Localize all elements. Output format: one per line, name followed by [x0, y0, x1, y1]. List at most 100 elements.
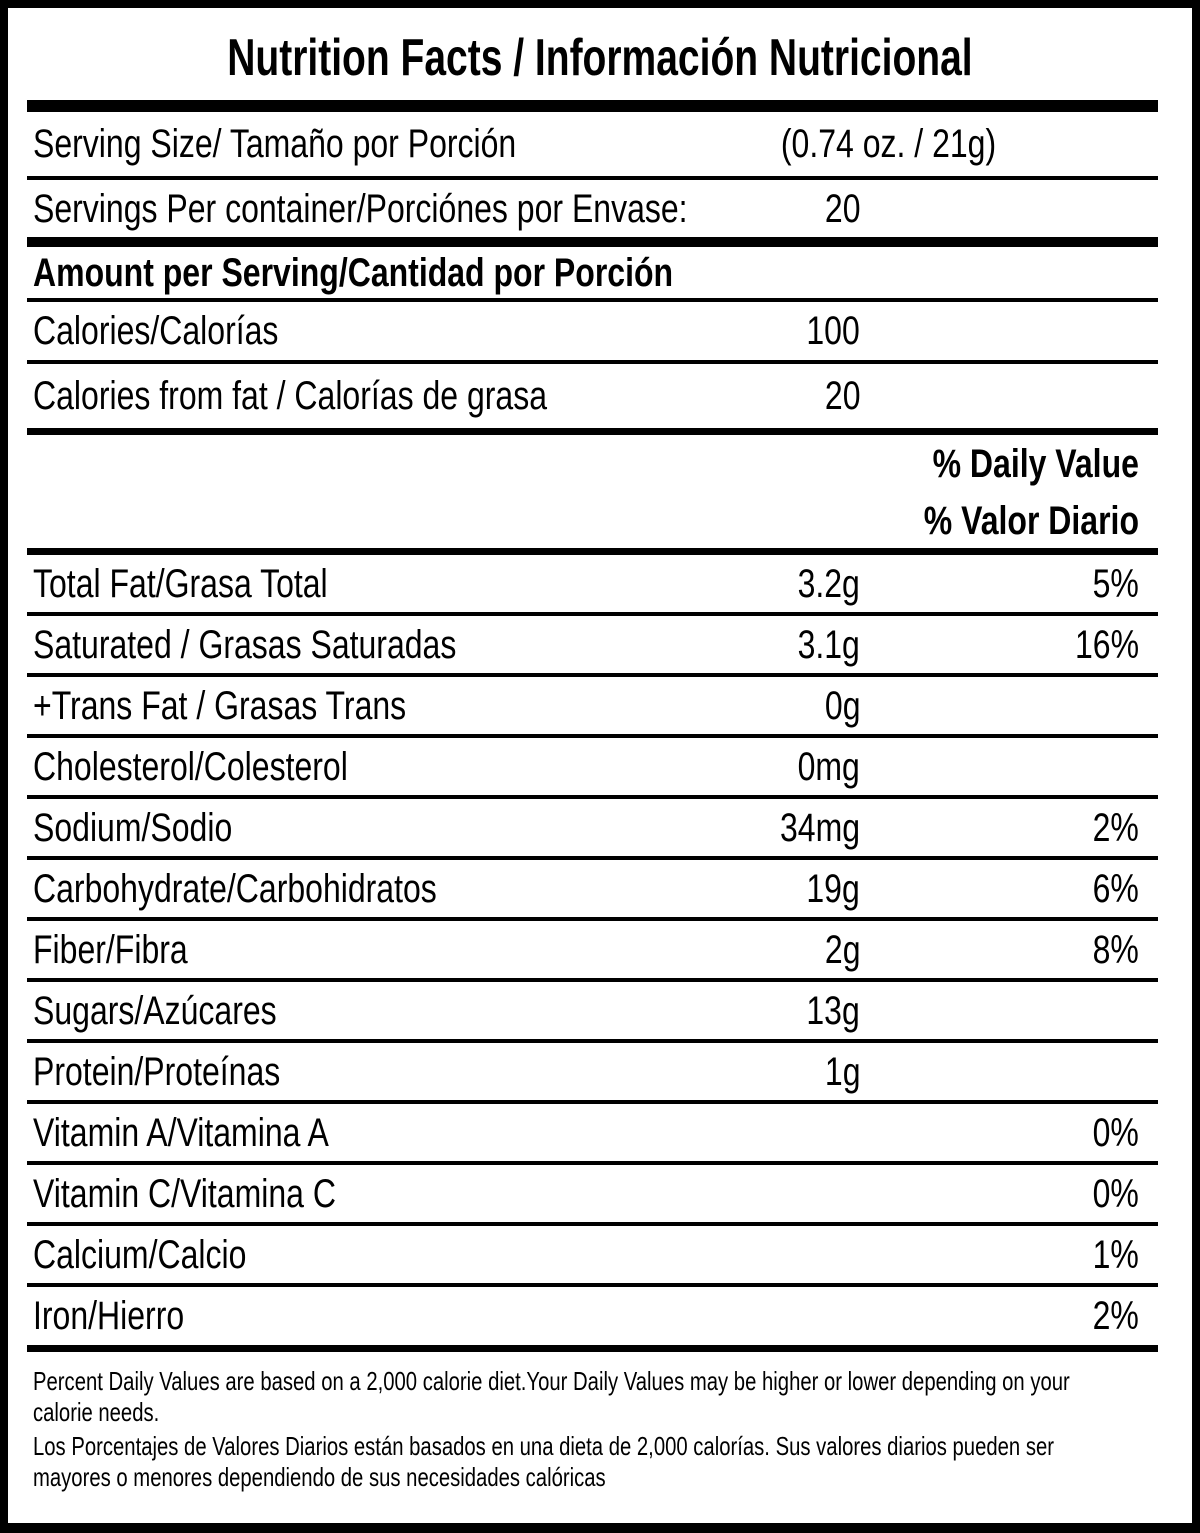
- nutrient-row-protein: Protein/Proteínas 1g: [27, 1043, 1158, 1104]
- label-body: Serving Size/ Tamaño por Porción (0.74 o…: [27, 112, 1158, 1352]
- page-title: Nutrition Facts / Información Nutriciona…: [227, 29, 973, 87]
- footnote-line: Los Porcentajes de Valores Diarios están…: [33, 1431, 1192, 1462]
- nutrient-dv-text: 0%: [1092, 1110, 1139, 1155]
- nutrient-row-iron: Iron/Hierro 2%: [27, 1287, 1158, 1352]
- nutrient-label-text: Calcium/Calcio: [33, 1232, 247, 1277]
- serving-size-label-text: Serving Size/ Tamaño por Porción: [33, 122, 517, 166]
- nutrient-amount: 3.2g: [620, 562, 860, 606]
- calories-from-fat-value: 20: [620, 374, 860, 418]
- nutrient-dv-text: 16%: [1074, 622, 1139, 667]
- nutrient-dv-text: 2%: [1092, 1294, 1139, 1338]
- nutrient-dv-text: 8%: [1092, 927, 1139, 972]
- nutrient-amount-text: 0g: [824, 683, 860, 728]
- serving-size-value: (0.74 oz. / 21g): [620, 122, 1158, 166]
- calories-label: Calories/Calorías: [27, 309, 620, 353]
- nutrient-label-text: Carbohydrate/Carbohidratos: [33, 866, 437, 911]
- nutrient-label: Sodium/Sodio: [27, 806, 620, 850]
- nutrient-row-sodium: Sodium/Sodio 34mg 2%: [27, 799, 1158, 860]
- nutrient-dv: 0%: [860, 1111, 1158, 1155]
- nutrient-amount-text: 19g: [806, 866, 860, 911]
- servings-per-container-label: Servings Per container/Porciónes por Env…: [27, 187, 688, 231]
- nutrient-label: Total Fat/Grasa Total: [27, 562, 620, 606]
- amount-per-serving-header-row: Amount per Serving/Cantidad por Porción: [27, 247, 1158, 302]
- nutrient-label-text: Vitamin C/Vitamina C: [33, 1171, 336, 1216]
- nutrient-label: Calcium/Calcio: [27, 1233, 620, 1277]
- nutrient-amount-text: 2g: [824, 927, 860, 972]
- nutrient-dv: 0%: [860, 1172, 1158, 1216]
- nutrient-dv: 6%: [860, 867, 1158, 911]
- nutrient-dv-text: 6%: [1092, 866, 1139, 911]
- nutrient-dv: [860, 745, 1158, 789]
- amount-per-serving-header: Amount per Serving/Cantidad por Porción: [27, 251, 1158, 295]
- nutrient-amount-text: 3.1g: [797, 622, 860, 667]
- nutrient-label: Saturated / Grasas Saturadas: [27, 623, 620, 667]
- servings-per-container-value-text: 20: [824, 186, 860, 231]
- amount-per-serving-header-text: Amount per Serving/Cantidad por Porción: [33, 250, 674, 295]
- nutrient-amount-text: 3.2g: [797, 561, 860, 606]
- serving-size-label: Serving Size/ Tamaño por Porción: [27, 122, 620, 166]
- nutrient-label: Vitamin C/Vitamina C: [27, 1172, 620, 1216]
- daily-value-header-en: % Daily Value: [27, 442, 1158, 486]
- nutrient-amount: 13g: [620, 989, 860, 1033]
- nutrient-amount: 0mg: [620, 745, 860, 789]
- nutrient-label-text: Sodium/Sodio: [33, 805, 233, 850]
- calories-from-fat-label-text: Calories from fat / Calorías de grasa: [33, 374, 547, 418]
- nutrient-row-total-fat: Total Fat/Grasa Total 3.2g 5%: [27, 555, 1158, 616]
- calories-label-text: Calories/Calorías: [33, 309, 279, 353]
- nutrient-dv: 1%: [860, 1233, 1158, 1277]
- nutrient-dv: [860, 1050, 1158, 1094]
- footnote-spanish: Los Porcentajes de Valores Diarios están…: [33, 1431, 1192, 1493]
- nutrient-row-fiber: Fiber/Fibra 2g 8%: [27, 921, 1158, 982]
- nutrient-label: Fiber/Fibra: [27, 928, 620, 972]
- serving-size-value-text: (0.74 oz. / 21g): [781, 122, 997, 166]
- calories-value: 100: [620, 309, 860, 353]
- nutrient-row-cholesterol: Cholesterol/Colesterol 0mg: [27, 738, 1158, 799]
- nutrient-row-carbohydrate: Carbohydrate/Carbohidratos 19g 6%: [27, 860, 1158, 921]
- nutrient-label-text: +Trans Fat / Grasas Trans: [33, 683, 407, 728]
- nutrient-row-saturated-fat: Saturated / Grasas Saturadas 3.1g 16%: [27, 616, 1158, 677]
- nutrient-dv-text: 5%: [1092, 561, 1139, 606]
- daily-value-header-row-en: % Daily Value: [27, 435, 1158, 493]
- nutrient-label: Sugars/Azúcares: [27, 989, 620, 1033]
- nutrient-amount: [620, 1111, 860, 1155]
- nutrient-dv-text: 0%: [1092, 1171, 1139, 1216]
- footnote-line-text: Los Porcentajes de Valores Diarios están…: [33, 1431, 1055, 1461]
- nutrient-amount-text: 34mg: [779, 805, 860, 850]
- nutrient-amount: 0g: [620, 684, 860, 728]
- serving-size-row: Serving Size/ Tamaño por Porción (0.74 o…: [27, 112, 1158, 180]
- nutrient-dv: 2%: [860, 806, 1158, 850]
- nutrient-amount-text: 1g: [824, 1049, 860, 1094]
- nutrient-dv: 2%: [860, 1294, 1158, 1338]
- nutrient-label: Iron/Hierro: [27, 1294, 620, 1338]
- nutrient-label-text: Saturated / Grasas Saturadas: [33, 622, 457, 667]
- nutrient-label: Vitamin A/Vitamina A: [27, 1111, 620, 1155]
- nutrient-amount-text: 13g: [806, 988, 860, 1033]
- nutrient-label: Carbohydrate/Carbohidratos: [27, 867, 620, 911]
- nutrient-label-text: Sugars/Azúcares: [33, 988, 277, 1033]
- nutrient-amount-text: 0mg: [797, 744, 860, 789]
- servings-per-container-label-text: Servings Per container/Porciónes por Env…: [33, 186, 688, 231]
- nutrient-amount: 19g: [620, 867, 860, 911]
- nutrient-amount: 3.1g: [620, 623, 860, 667]
- nutrient-label-text: Iron/Hierro: [33, 1294, 185, 1338]
- nutrient-dv: 8%: [860, 928, 1158, 972]
- footnote-line-text: calorie needs.: [33, 1397, 160, 1427]
- nutrient-label: Cholesterol/Colesterol: [27, 745, 620, 789]
- footnote-english: Percent Daily Values are based on a 2,00…: [33, 1366, 1192, 1428]
- daily-value-header-en-text: % Daily Value: [932, 442, 1139, 486]
- daily-value-header-es: % Valor Diario: [27, 499, 1158, 543]
- daily-value-header-row-es: % Valor Diario: [27, 493, 1158, 555]
- nutrient-dv: 5%: [860, 562, 1158, 606]
- nutrient-amount: 34mg: [620, 806, 860, 850]
- footnote-line: calorie needs.: [33, 1397, 1192, 1428]
- nutrient-label-text: Protein/Proteínas: [33, 1049, 281, 1094]
- nutrient-dv-text: 1%: [1092, 1232, 1139, 1277]
- nutrient-dv: 16%: [860, 623, 1158, 667]
- nutrient-label-text: Cholesterol/Colesterol: [33, 744, 348, 789]
- nutrient-amount: 2g: [620, 928, 860, 972]
- footnotes: Percent Daily Values are based on a 2,00…: [8, 1352, 1192, 1523]
- calories-from-fat-value-text: 20: [824, 374, 860, 418]
- nutrient-dv: [860, 989, 1158, 1033]
- servings-per-container-value: 20: [620, 187, 860, 231]
